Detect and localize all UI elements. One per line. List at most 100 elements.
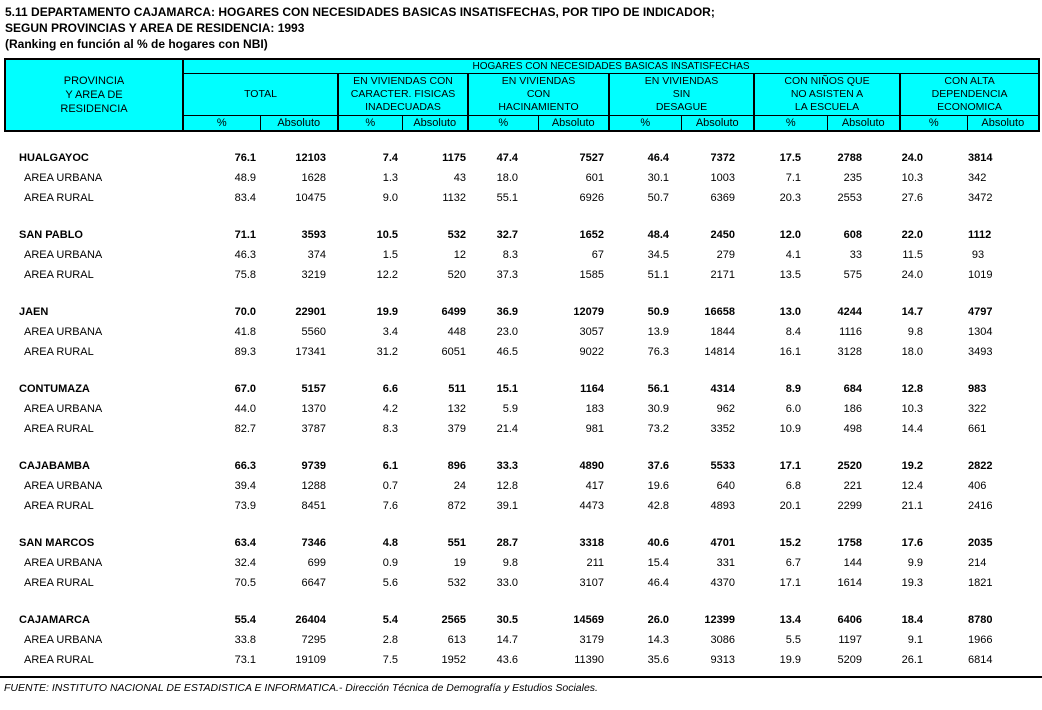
cell-value: 5.4: [382, 614, 398, 626]
table-row: AREA URBANA 39.4 1288 0.7 24 12.8 417 19.6 640 6.…: [5, 476, 1039, 496]
cell-value: 6051: [441, 346, 466, 358]
cell-value: 5209: [837, 654, 862, 666]
cell-value: 3472: [968, 192, 993, 204]
cell-value: 5560: [301, 326, 326, 338]
cell-value: 93: [971, 249, 985, 261]
cell-value: 14.7: [901, 306, 923, 318]
cell-value: 183: [585, 403, 604, 415]
cell-value: 448: [447, 326, 466, 338]
cell-value: 89.3: [234, 346, 256, 358]
table-row: AREA RURAL 89.3 17341 31.2 6051 46.5 9022 76.3 1…: [5, 342, 1039, 362]
cell-value: 3128: [837, 346, 862, 358]
cell-value: 12.8: [496, 480, 518, 492]
cell-value: 15.1: [496, 383, 518, 395]
cell-value: 22901: [295, 306, 326, 318]
cell-value: 3352: [710, 423, 735, 435]
cell-value: 1164: [580, 383, 604, 395]
page-title: 5.11 DEPARTAMENTO CAJAMARCA: HOGARES CON…: [5, 5, 715, 19]
cell-value: 331: [716, 557, 735, 569]
cell-value: 1175: [442, 152, 466, 164]
header-sub-absoluto: Absoluto: [680, 114, 755, 132]
cell-value: 15.4: [647, 557, 669, 569]
cell-value: 24.0: [901, 269, 923, 281]
cell-value: 32.4: [234, 557, 256, 569]
cell-value: 3.4: [382, 326, 398, 338]
cell-value: 19.9: [376, 306, 398, 318]
cell-value: 55.4: [234, 614, 256, 626]
cell-value: 2822: [968, 460, 993, 472]
spacer-row: [5, 208, 1039, 225]
cell-value: 19.6: [647, 480, 669, 492]
cell-value: 26404: [295, 614, 326, 626]
cell-value: 12.2: [376, 269, 398, 281]
row-label: AREA URBANA: [24, 634, 103, 646]
cell-value: 17.1: [779, 577, 801, 589]
row-label: HUALGAYOC: [19, 152, 89, 164]
header-sub-absoluto: Absoluto: [826, 114, 901, 132]
cell-value: 1019: [968, 269, 993, 281]
cell-value: 48.4: [647, 229, 669, 241]
table-row: AREA RURAL 73.9 8451 7.6 872 39.1 4473 42.8 4893…: [5, 496, 1039, 516]
table-row: CAJAMARCA 55.4 26404 5.4 2565 30.5 14569 26.0 12…: [5, 610, 1039, 630]
cell-value: 7.4: [382, 152, 398, 164]
cell-value: 3493: [968, 346, 993, 358]
spacer-row: [5, 362, 1039, 379]
cell-value: 5533: [710, 460, 735, 472]
cell-value: 7346: [301, 537, 326, 549]
cell-value: 50.7: [647, 192, 669, 204]
cell-value: 1304: [968, 326, 993, 338]
page-subtitle: SEGUN PROVINCIAS Y AREA DE RESIDENCIA: 1…: [5, 21, 305, 35]
row-label: AREA URBANA: [24, 249, 103, 261]
cell-value: 9313: [710, 654, 735, 666]
cell-value: 379: [447, 423, 466, 435]
cell-value: 13.4: [779, 614, 801, 626]
cell-value: 2553: [837, 192, 862, 204]
cell-value: 640: [716, 480, 735, 492]
header-sub-absoluto: Absoluto: [537, 114, 610, 132]
cell-value: 511: [448, 383, 466, 395]
cell-value: 4244: [837, 306, 862, 318]
table-body: HUALGAYOC 76.1 12103 7.4 1175 47.4 7527 46.4 737…: [5, 131, 1039, 670]
cell-value: 2299: [837, 500, 862, 512]
cell-value: 374: [307, 249, 326, 261]
cell-value: 12: [453, 249, 466, 261]
row-label: AREA RURAL: [24, 192, 94, 204]
cell-value: 4701: [710, 537, 735, 549]
cell-value: 2520: [837, 460, 862, 472]
table-row: AREA RURAL 75.8 3219 12.2 520 37.3 1585 51.1 217…: [5, 265, 1039, 285]
cell-value: 4314: [710, 383, 735, 395]
cell-value: 12.8: [901, 383, 923, 395]
header-sub-pct: %: [608, 114, 682, 132]
cell-value: 21.4: [496, 423, 518, 435]
cell-value: 17.1: [779, 460, 801, 472]
page-ranking-note: (Ranking en función al % de hogares con …: [5, 37, 268, 51]
cell-value: 1003: [710, 172, 735, 184]
cell-value: 5.9: [502, 403, 518, 415]
header-group-total: TOTAL: [182, 72, 339, 116]
table-row: AREA URBANA 32.4 699 0.9 19 9.8 211 15.4 331 6.7 1…: [5, 553, 1039, 573]
row-label: AREA RURAL: [24, 423, 94, 435]
cell-value: 20.3: [779, 192, 801, 204]
cell-value: 11390: [574, 654, 604, 666]
header-span-title: HOGARES CON NECESIDADES BASICAS INSATISF…: [182, 58, 1041, 74]
cell-value: 43.6: [496, 654, 518, 666]
cell-value: 1116: [839, 326, 862, 338]
cell-value: 83.4: [234, 192, 256, 204]
cell-value: 5157: [301, 383, 326, 395]
cell-value: 2416: [968, 500, 993, 512]
cell-value: 12103: [295, 152, 326, 164]
cell-value: 3086: [710, 634, 735, 646]
cell-value: 896: [447, 460, 466, 472]
table-row: HUALGAYOC 76.1 12103 7.4 1175 47.4 7527 46.4 737…: [5, 148, 1039, 168]
cell-value: 8451: [301, 500, 326, 512]
cell-value: 10475: [295, 192, 326, 204]
cell-value: 6406: [837, 614, 862, 626]
cell-value: 2.8: [382, 634, 398, 646]
cell-value: 15.2: [779, 537, 801, 549]
cell-value: 4797: [968, 306, 993, 318]
cell-value: 22.0: [901, 229, 923, 241]
cell-value: 82.7: [234, 423, 256, 435]
cell-value: 10.3: [901, 403, 923, 415]
spacer-row: [5, 439, 1039, 456]
cell-value: 3318: [579, 537, 604, 549]
